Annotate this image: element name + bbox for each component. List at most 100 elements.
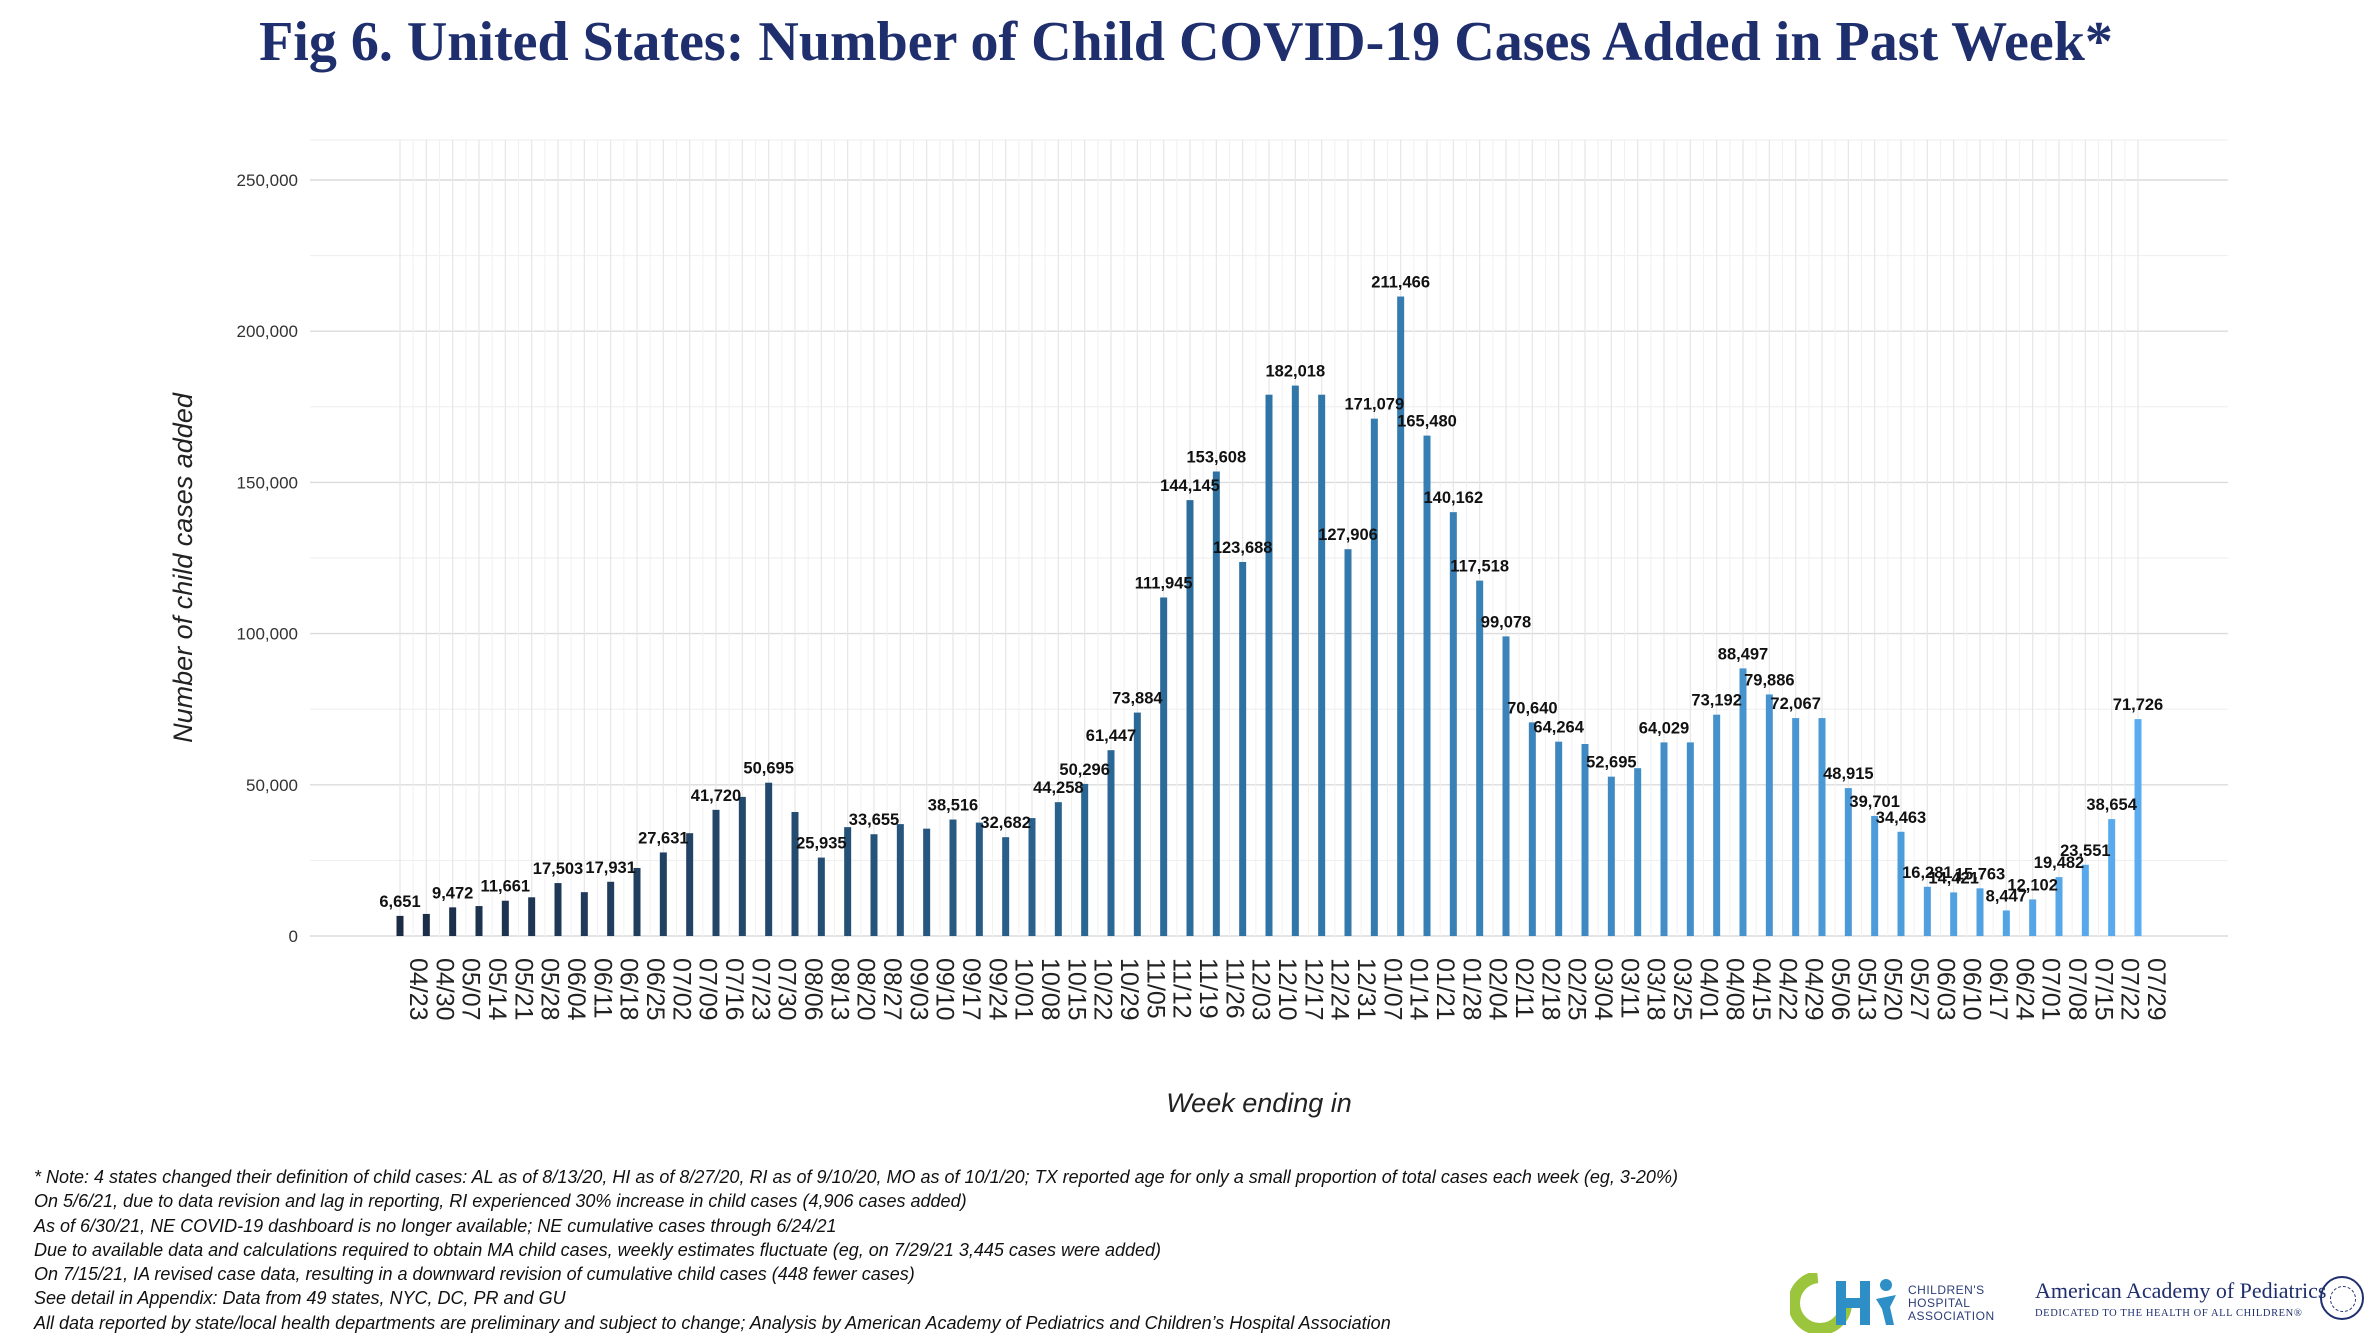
bar [1923,886,1931,936]
x-tick-label: 12/24 [1326,958,1354,1021]
bar [475,906,483,936]
data-label: 12,102 [2007,876,2057,894]
x-tick-label: 07/16 [720,958,748,1021]
data-label: 27,631 [638,829,688,847]
x-tick-label: 04/08 [1721,958,1749,1021]
data-label: 111,945 [1135,574,1193,592]
data-label: 211,466 [1371,274,1430,292]
data-label: 38,516 [928,797,978,815]
bar [501,900,509,936]
x-axis: 04/2304/3005/0705/1405/2105/2806/0406/11… [404,958,2170,1021]
data-label: 23,551 [2060,842,2110,860]
y-axis-title: Number of child cases added [168,392,198,743]
bar [870,834,878,936]
x-tick-label: 05/14 [483,958,511,1021]
bar [1291,385,1299,936]
data-label: 39,701 [1849,793,1899,811]
x-tick-label: 06/04 [562,958,590,1021]
cha-mark-icon [1790,1273,1896,1333]
x-tick-label: 03/18 [1642,958,1670,1021]
x-tick-label: 03/04 [1589,958,1617,1021]
x-tick-label: 09/03 [904,958,932,1021]
x-tick-label: 05/21 [509,958,537,1021]
bar [1660,742,1668,936]
bar [554,883,562,936]
data-label: 32,682 [980,814,1030,832]
x-tick-label: 12/03 [1247,958,1275,1021]
note-line: Due to available data and calculations r… [34,1239,1162,1260]
x-tick-label: 04/30 [430,958,458,1021]
x-tick-label: 07/23 [746,958,774,1021]
cha-line: CHILDREN'S [1908,1282,1985,1297]
bar [1107,750,1115,936]
y-tick-label: 150,000 [237,473,298,492]
bar [1028,818,1036,936]
bar [528,897,536,936]
data-label: 72,067 [1770,695,1820,713]
x-tick-label: 02/04 [1484,958,1512,1021]
bar [1212,471,1220,936]
bar [1423,435,1431,936]
bar [1871,815,1879,936]
bar [1133,712,1141,936]
x-tick-label: 08/20 [852,958,880,1021]
bar [1265,394,1273,937]
data-label: 144,145 [1160,477,1220,495]
bar [659,852,667,936]
x-tick-label: 09/17 [957,958,985,1021]
data-label: 8,447 [1986,887,2027,905]
x-tick-label: 04/29 [1800,958,1828,1021]
x-tick-label: 06/10 [1958,958,1986,1021]
data-label: 117,518 [1450,558,1509,576]
data-label: 171,079 [1345,396,1405,414]
bar [949,819,957,936]
bar [1686,742,1694,936]
bar [1844,788,1852,936]
x-tick-label: 05/06 [1826,958,1854,1021]
data-label: 70,640 [1507,699,1557,717]
bar [396,915,404,936]
x-tick-label: 10/22 [1089,958,1117,1021]
x-tick-label: 05/27 [1905,958,1933,1021]
bar [1449,512,1457,936]
bar-chart: 0 50,000 100,000 150,000 200,000 250,000 Numbe… [168,139,2228,1118]
x-tick-label: 04/22 [1773,958,1801,1021]
bar [1607,776,1615,936]
x-tick-label: 01/28 [1457,958,1485,1021]
x-tick-label: 12/10 [1273,958,1301,1021]
logos: CHILDREN'S HOSPITAL ASSOCIATION American… [1790,1270,2364,1336]
x-tick-label: 12/17 [1299,958,1327,1021]
bar [2055,877,2063,936]
x-tick-label: 06/11 [588,958,616,1019]
bar [896,824,904,936]
bar [1581,743,1589,936]
x-tick-label: 05/20 [1879,958,1907,1021]
x-tick-label: 04/15 [1747,958,1775,1021]
bar [1528,722,1536,936]
bar [580,892,588,936]
y-tick-label: 100,000 [237,625,298,644]
x-tick-label: 08/13 [825,958,853,1021]
data-label: 52,695 [1586,754,1636,772]
x-tick-label: 11/12 [1168,958,1196,1019]
bar [844,827,852,936]
bar [1634,768,1642,936]
y-tick-label: 0 [289,927,298,946]
x-tick-label: 02/18 [1536,958,1564,1021]
bar [2081,864,2089,936]
x-tick-label: 07/29 [2142,958,2170,1021]
bar [2134,719,2142,936]
bar [1239,561,1247,936]
bar [1818,718,1826,936]
bar [1370,418,1378,936]
cha-wordmark: CHILDREN'S HOSPITAL ASSOCIATION [1908,1282,1995,1323]
x-axis-title: Week ending in [1166,1088,1352,1118]
x-tick-label: 10/15 [1062,958,1090,1021]
data-label: 6,651 [379,893,420,911]
x-tick-label: 10/08 [1036,958,1064,1021]
bar [1765,694,1773,936]
data-label: 140,162 [1424,489,1484,507]
x-tick-label: 06/17 [1984,958,2012,1021]
bar [2002,910,2010,936]
x-tick-label: 04/01 [1694,958,1722,1021]
